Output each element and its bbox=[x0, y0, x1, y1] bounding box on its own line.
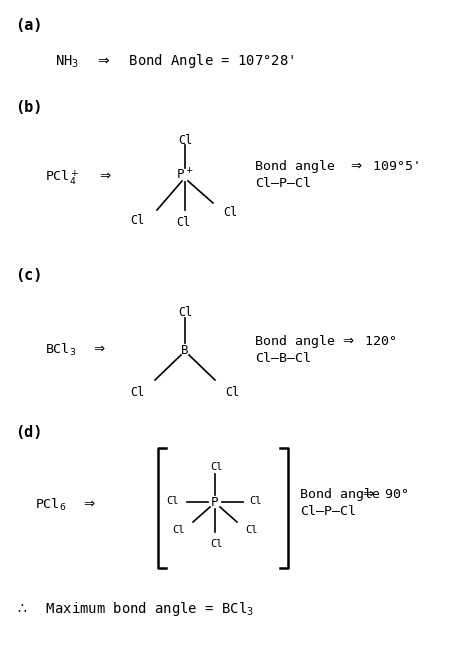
Text: P: P bbox=[211, 495, 219, 508]
Text: (c): (c) bbox=[15, 268, 42, 283]
Text: Cl: Cl bbox=[178, 306, 192, 318]
Text: Cl–P–Cl: Cl–P–Cl bbox=[300, 505, 356, 518]
Text: Cl: Cl bbox=[131, 213, 145, 227]
Text: (b): (b) bbox=[15, 100, 42, 115]
Text: Cl: Cl bbox=[223, 207, 237, 220]
Text: Cl: Cl bbox=[176, 216, 190, 229]
Text: Cl: Cl bbox=[178, 134, 192, 147]
Text: PCl$_6$  $\Rightarrow$: PCl$_6$ $\Rightarrow$ bbox=[35, 497, 96, 513]
Text: Cl–P–Cl: Cl–P–Cl bbox=[255, 177, 311, 190]
Text: P$^+$: P$^+$ bbox=[176, 167, 194, 183]
Text: BCl$_3$  $\Rightarrow$: BCl$_3$ $\Rightarrow$ bbox=[45, 342, 106, 358]
Text: Cl: Cl bbox=[211, 462, 223, 472]
Text: (d): (d) bbox=[15, 425, 42, 440]
Text: PCl$_4^+$  $\Rightarrow$: PCl$_4^+$ $\Rightarrow$ bbox=[45, 169, 112, 187]
Text: $\Rightarrow$ 109°5': $\Rightarrow$ 109°5' bbox=[348, 160, 419, 173]
Text: Cl: Cl bbox=[131, 386, 145, 399]
Text: Bond angle: Bond angle bbox=[255, 160, 335, 173]
Text: $\therefore$  Maximum bond angle = BCl$_3$: $\therefore$ Maximum bond angle = BCl$_3… bbox=[15, 600, 254, 618]
Text: (a): (a) bbox=[15, 18, 42, 33]
Text: $\Rightarrow$ 90°: $\Rightarrow$ 90° bbox=[360, 488, 408, 501]
Text: Bond angle: Bond angle bbox=[255, 335, 335, 348]
Text: Cl: Cl bbox=[166, 496, 179, 506]
Text: NH$_3$  $\Rightarrow$  Bond Angle = 107°28': NH$_3$ $\Rightarrow$ Bond Angle = 107°28… bbox=[55, 52, 294, 70]
Text: Cl: Cl bbox=[173, 525, 185, 535]
Text: Cl–B–Cl: Cl–B–Cl bbox=[255, 352, 311, 365]
Text: $\Rightarrow$ 120°: $\Rightarrow$ 120° bbox=[340, 335, 396, 348]
Text: Cl: Cl bbox=[245, 525, 257, 535]
Text: Bond angle: Bond angle bbox=[300, 488, 380, 501]
Text: B: B bbox=[181, 344, 189, 357]
Text: Cl: Cl bbox=[211, 539, 223, 549]
Text: Cl: Cl bbox=[249, 496, 262, 506]
Text: Cl: Cl bbox=[225, 386, 239, 399]
